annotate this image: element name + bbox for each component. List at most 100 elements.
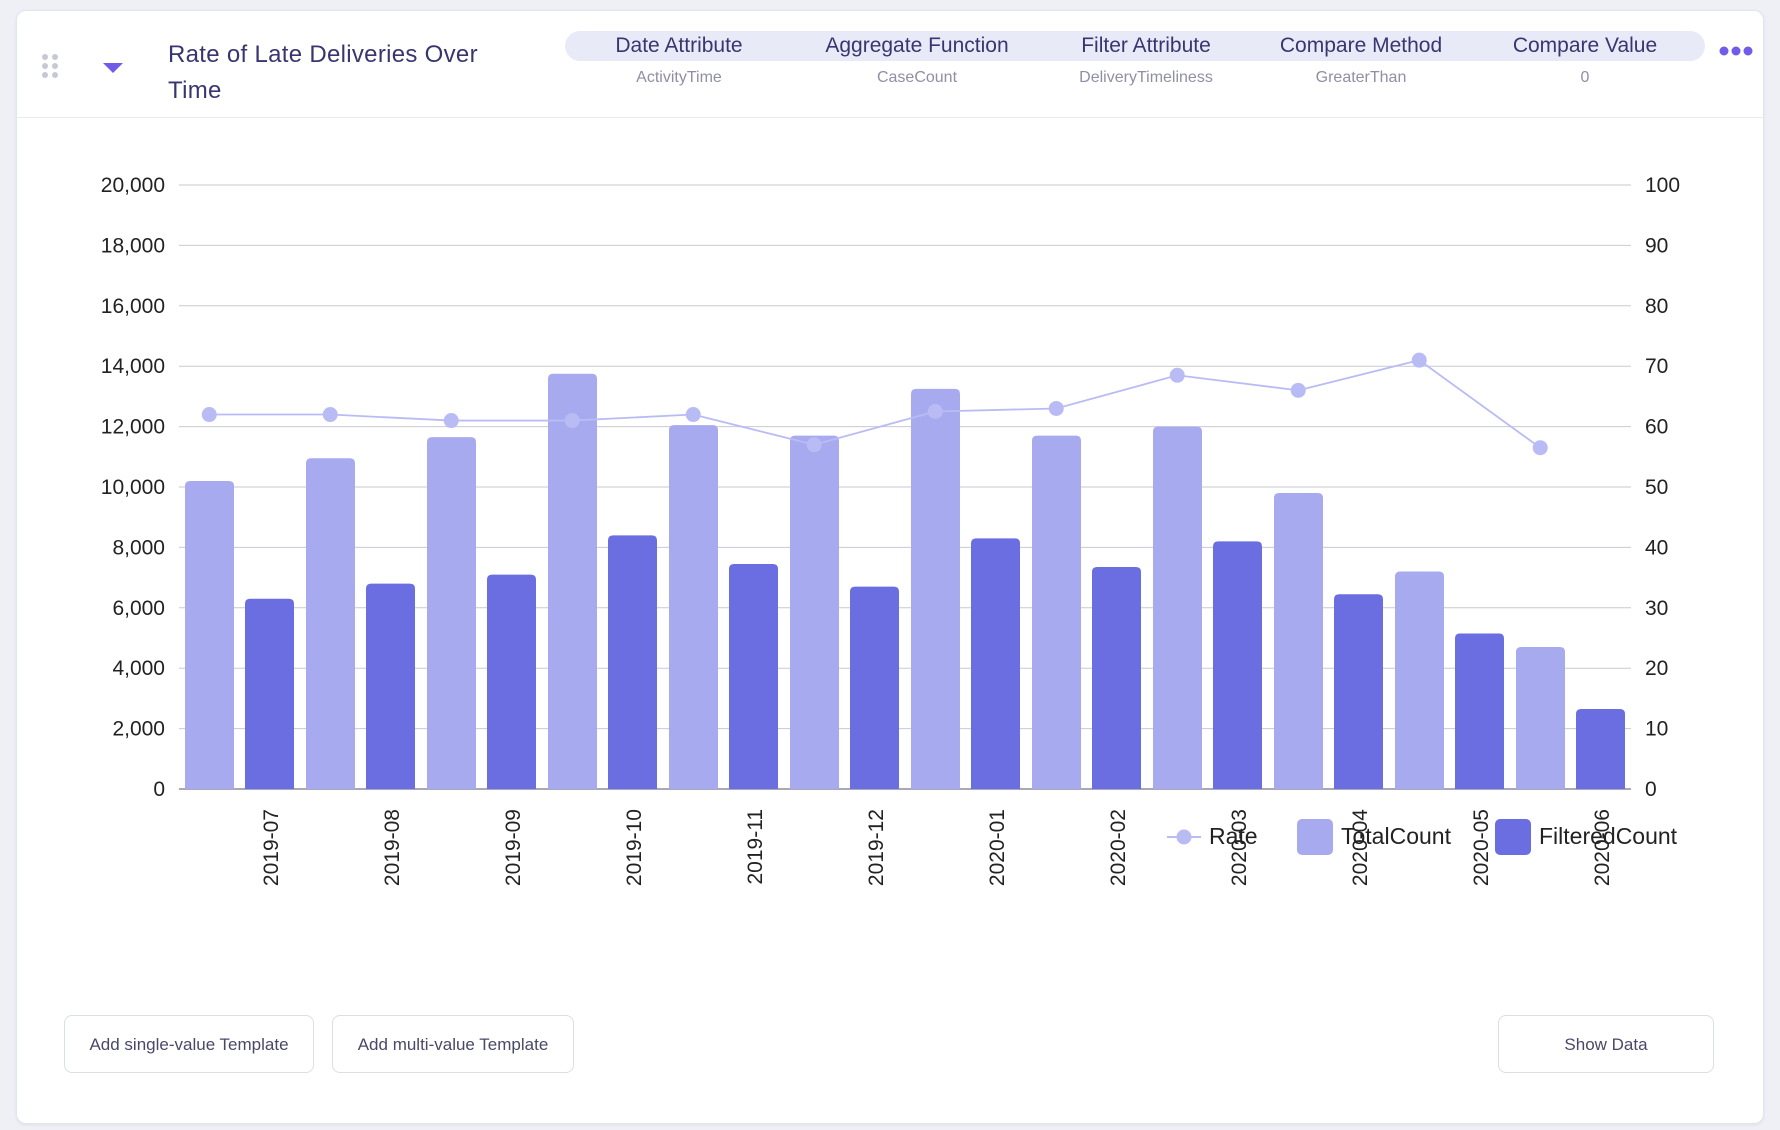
y-left-tick-label: 18,000: [101, 234, 165, 257]
bar-totalcount: [1274, 493, 1323, 789]
x-tick-label: 2020-03: [1228, 809, 1251, 886]
bar-filteredcount: [850, 586, 899, 789]
y-right-tick-label: 70: [1645, 355, 1668, 378]
rate-point: [443, 413, 459, 429]
rate-point: [685, 407, 701, 423]
y-right-tick-label: 20: [1645, 657, 1668, 680]
y-left-tick-label: 6,000: [112, 597, 165, 620]
y-left-tick-label: 10,000: [101, 476, 165, 499]
add-multi-value-template-button[interactable]: Add multi-value Template: [332, 1015, 574, 1073]
param-compare-method[interactable]: Compare Method GreaterThan: [1263, 31, 1459, 88]
param-value: ActivityTime: [636, 69, 722, 86]
param-value: DeliveryTimeliness: [1079, 69, 1213, 86]
bar-totalcount: [1395, 571, 1444, 789]
param-compare-value[interactable]: Compare Value 0: [1485, 31, 1685, 88]
legend-label-rate: Rate: [1209, 823, 1258, 849]
param-label: Date Attribute: [615, 34, 743, 57]
y-right-tick-label: 80: [1645, 295, 1668, 318]
y-left-tick-label: 0: [153, 778, 165, 801]
x-tick-label: 2019-07: [260, 809, 283, 886]
bar-filteredcount: [1576, 708, 1625, 789]
show-data-button[interactable]: Show Data: [1498, 1015, 1714, 1073]
param-label: Compare Value: [1512, 34, 1658, 57]
rate-point: [1048, 400, 1064, 416]
param-value: 0: [1580, 69, 1590, 86]
bar-filteredcount: [1455, 633, 1504, 789]
more-horizontal-icon[interactable]: [1719, 43, 1753, 59]
rate-point: [322, 407, 338, 423]
param-value: GreaterThan: [1315, 69, 1407, 86]
bar-filteredcount: [1213, 541, 1262, 789]
param-date-attribute[interactable]: Date Attribute ActivityTime: [589, 31, 769, 88]
rate-line: [209, 359, 1541, 449]
y-right-tick-label: 50: [1645, 476, 1668, 499]
bar-filteredcount: [608, 535, 657, 789]
y-right-tick-label: 100: [1645, 174, 1680, 197]
bar-totalcount: [911, 388, 960, 789]
add-single-value-template-button[interactable]: Add single-value Template: [64, 1015, 314, 1073]
combo-chart: 0 2,000 4,000 6,000 8,000 10,000 12,000 14,000 1…: [101, 174, 1680, 886]
y-right-tick-label: 10: [1645, 718, 1668, 741]
bar-totalcount: [790, 435, 839, 789]
bar-totalcount: [427, 437, 476, 789]
param-label: Aggregate Function: [825, 34, 1009, 57]
y-left-tick-label: 12,000: [101, 416, 165, 439]
parameter-bar: [565, 31, 1705, 61]
drag-handle-icon[interactable]: [39, 51, 61, 81]
y-right-tick-label: 90: [1645, 234, 1668, 257]
bar-filteredcount: [487, 574, 536, 789]
y-left-tick-label: 2,000: [112, 718, 165, 741]
widget-header: Rate of Late Deliveries Over Time Date A…: [17, 11, 1763, 118]
y-right-tick-label: 30: [1645, 597, 1668, 620]
bar-totalcount: [548, 373, 597, 789]
param-filter-attribute[interactable]: Filter Attribute DeliveryTimeliness: [1053, 31, 1239, 88]
rate-point: [1290, 382, 1306, 398]
param-label: Compare Method: [1279, 34, 1443, 57]
y-right-tick-label: 60: [1645, 416, 1668, 439]
y-left-tick-label: 8,000: [112, 536, 165, 559]
chevron-down-icon[interactable]: [97, 53, 129, 85]
bar-totalcount: [1032, 435, 1081, 789]
x-tick-label: 2019-09: [502, 809, 525, 886]
widget-title: Rate of Late Deliveries Over Time: [168, 41, 478, 104]
legend-rate-marker: [1176, 829, 1192, 845]
rate-point: [201, 407, 217, 423]
x-tick-label: 2019-12: [865, 809, 888, 886]
y-left-tick-label: 16,000: [101, 295, 165, 318]
x-tick-label: 2019-10: [623, 809, 646, 886]
bar-totalcount: [1153, 426, 1202, 789]
x-tick-label: 2020-02: [1107, 809, 1130, 886]
bar-filteredcount: [971, 538, 1020, 789]
x-tick-label: 2019-08: [381, 809, 404, 886]
y-right-tick-label: 40: [1645, 536, 1668, 559]
rate-point: [564, 413, 580, 429]
legend-label-totalcount: TotalCount: [1341, 823, 1452, 849]
bar-totalcount: [185, 480, 234, 789]
rate-point: [927, 404, 943, 419]
x-tick-label: 2020-01: [986, 809, 1009, 886]
bar-filteredcount: [1334, 594, 1383, 789]
bar-filteredcount: [245, 598, 294, 789]
param-aggregate-function[interactable]: Aggregate Function CaseCount: [805, 31, 1029, 88]
legend-swatch-totalcount: [1297, 819, 1333, 855]
widget-card: Rate of Late Deliveries Over Time Date A…: [16, 10, 1764, 1124]
bar-totalcount: [306, 458, 355, 789]
legend-swatch-filteredcount: [1495, 819, 1531, 855]
bar-totalcount: [1516, 647, 1565, 789]
x-tick-label: 2020-06: [1591, 809, 1614, 886]
y-right-tick-label: 0: [1645, 778, 1657, 801]
bar-filteredcount: [729, 564, 778, 789]
bar-totalcount: [669, 425, 718, 789]
x-tick-label: 2019-11: [744, 809, 767, 885]
rate-point: [1411, 352, 1427, 368]
y-left-tick-label: 14,000: [101, 355, 165, 378]
legend-label-filteredcount: FilteredCount: [1539, 823, 1678, 849]
rate-point: [1169, 367, 1185, 383]
param-value: CaseCount: [876, 69, 958, 86]
x-tick-label: 2020-04: [1349, 809, 1372, 886]
param-label: Filter Attribute: [1081, 34, 1211, 57]
bar-filteredcount: [1092, 567, 1141, 789]
x-tick-label: 2020-05: [1470, 809, 1493, 886]
y-left-tick-label: 20,000: [101, 174, 165, 197]
rate-point: [1532, 440, 1548, 456]
